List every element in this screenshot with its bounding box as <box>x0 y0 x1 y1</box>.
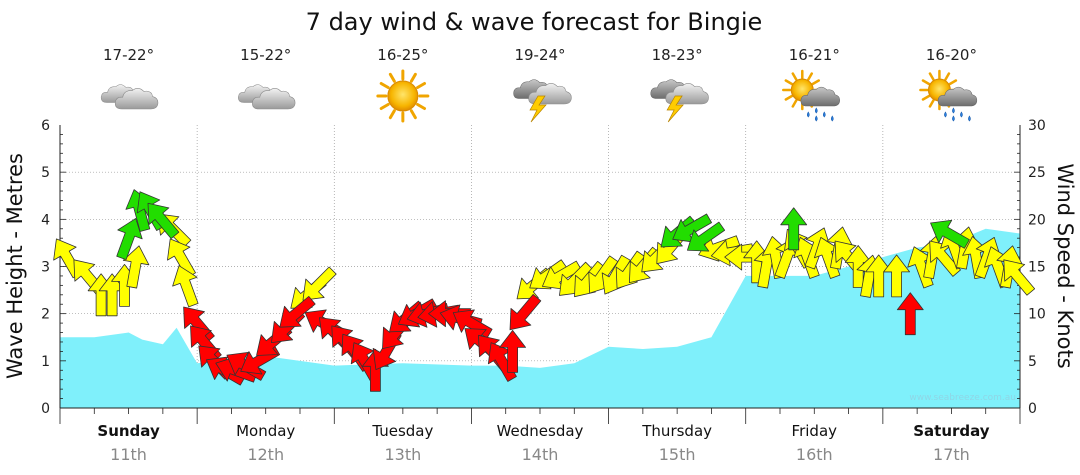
temperature-range-label: 16-25° <box>377 46 428 64</box>
wind-arrow <box>147 202 180 240</box>
right-tick-label: 5 <box>1028 354 1037 370</box>
left-tick-label: 5 <box>41 165 50 181</box>
cloudy-icon <box>100 84 159 110</box>
wind-arrow <box>896 292 924 336</box>
temperature-range-label: 18-23° <box>652 46 703 64</box>
day-labels: Sunday 11th Monday 12th Tuesday 13th Wednesday… <box>97 422 989 464</box>
sun-rain-icon <box>919 69 978 122</box>
temperature-range-label: 16-20° <box>926 46 977 64</box>
left-tick-label: 6 <box>41 118 50 134</box>
right-tick-label: 25 <box>1028 165 1046 181</box>
temperature-range-label: 17-22° <box>103 46 154 64</box>
left-tick-label: 1 <box>41 354 50 370</box>
day-date-label: 17th <box>933 445 970 464</box>
right-tick-label: 0 <box>1028 401 1037 417</box>
day-date-label: 12th <box>247 445 284 464</box>
temperature-range-label: 16-21° <box>789 46 840 64</box>
wind-arrow <box>499 329 526 373</box>
wind-arrow <box>883 254 910 298</box>
day-date-label: 15th <box>659 445 696 464</box>
day-date-label: 14th <box>522 445 559 464</box>
day-date-label: 16th <box>796 445 833 464</box>
wind-arrow <box>509 293 542 331</box>
left-axis-title: Wave Height - Metres <box>3 153 27 379</box>
wind-arrows <box>53 189 1036 392</box>
day-name-label: Sunday <box>97 422 160 440</box>
wind-arrow <box>172 265 199 308</box>
temperature-range-label: 19-24° <box>514 46 565 64</box>
sun-rain-icon <box>782 69 840 122</box>
credit-text: www.seabreeze.com.au <box>909 393 1016 403</box>
right-tick-label: 30 <box>1028 118 1046 134</box>
day-name-label: Monday <box>236 422 295 440</box>
wind-arrow <box>279 295 316 328</box>
left-tick-label: 4 <box>41 212 50 228</box>
right-tick-label: 15 <box>1028 260 1046 276</box>
day-name-label: Thursday <box>641 422 712 440</box>
wind-arrow <box>116 218 143 261</box>
left-tick-label: 2 <box>41 307 50 323</box>
wind-arrow <box>1003 259 1036 296</box>
day-name-label: Tuesday <box>371 422 433 440</box>
left-tick-label: 0 <box>41 401 50 417</box>
wind-arrow <box>302 266 337 301</box>
wind-arrow <box>686 221 726 252</box>
day-name-label: Wednesday <box>497 422 584 440</box>
right-axis-title: Wind Speed - Knots <box>1053 163 1077 368</box>
cloudy-icon <box>238 84 296 110</box>
temperature-range-label: 15-22° <box>240 46 291 64</box>
day-date-label: 11th <box>110 445 147 464</box>
wave-height-area <box>60 228 1020 408</box>
day-name-label: Saturday <box>913 422 990 440</box>
thunderstorm-icon <box>513 79 572 123</box>
right-axis-ticks: 0 5 10 15 20 25 30 <box>1028 118 1046 417</box>
wind-arrow <box>930 219 970 249</box>
left-tick-label: 3 <box>41 260 50 276</box>
right-tick-label: 20 <box>1028 212 1046 228</box>
sun-icon <box>376 69 430 123</box>
weather-icon-row <box>100 69 978 123</box>
wind-arrow <box>122 245 150 289</box>
day-name-label: Friday <box>792 422 838 440</box>
right-tick-label: 10 <box>1028 307 1046 323</box>
thunderstorm-icon <box>650 79 709 123</box>
wind-arrow <box>780 207 808 251</box>
day-date-label: 13th <box>384 445 421 464</box>
left-axis-ticks: 0 1 2 3 4 5 6 <box>41 118 50 417</box>
chart-title: 7 day wind & wave forecast for Bingie <box>306 8 763 36</box>
temperature-row: 17-22° 15-22° 16-25° 19-24° 18-23° 16-21° 16-2… <box>103 46 977 64</box>
